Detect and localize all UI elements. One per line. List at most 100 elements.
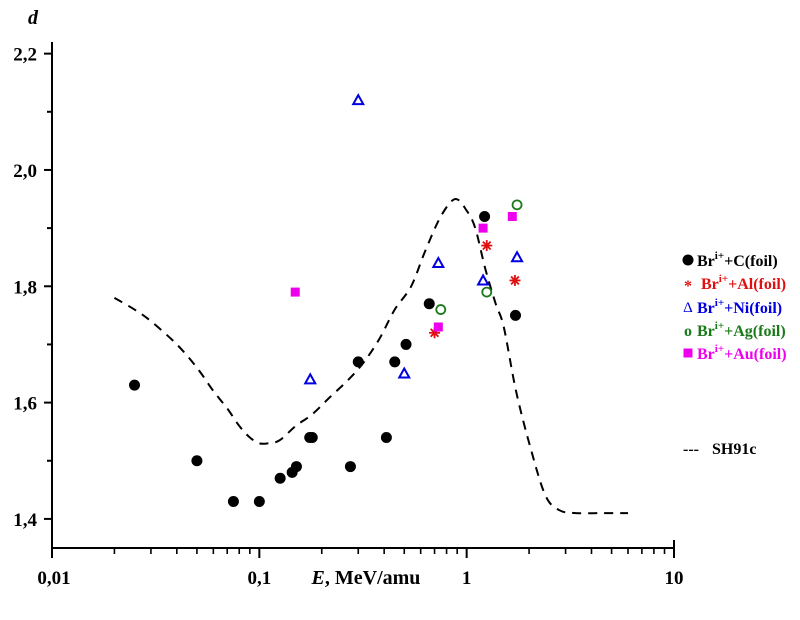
y-tick-label: 1,8 xyxy=(13,277,37,298)
legend-item-curve: --- SH91c xyxy=(683,441,756,458)
x-ticks: 0,01 0,1 1 10 xyxy=(37,548,684,589)
series-cfoil xyxy=(129,210,521,507)
legend-label: SH91c xyxy=(712,441,756,458)
legend-marker-circle-icon: o xyxy=(684,323,692,340)
marker-triangle xyxy=(397,366,411,379)
data-point xyxy=(129,379,141,391)
y-tick-label: 1,6 xyxy=(13,394,37,415)
legend-label-sup: i+ xyxy=(715,320,724,332)
legend-label: Bri++Au(foil) xyxy=(697,343,787,363)
marker-circle xyxy=(400,338,412,350)
data-point xyxy=(191,455,203,467)
marker-square xyxy=(683,348,693,358)
marker-open-circle xyxy=(481,286,493,298)
marker-triangle xyxy=(303,372,317,385)
data-point xyxy=(481,286,493,298)
marker-triangle xyxy=(431,255,446,269)
data-point xyxy=(380,431,392,443)
points-layer xyxy=(129,93,524,507)
marker-circle xyxy=(479,210,491,222)
x-axis-title-units: , MeV/amu xyxy=(325,567,421,589)
x-axis-title: E, MeV/amu xyxy=(311,567,421,589)
data-point xyxy=(507,211,517,221)
marker-circle xyxy=(380,431,392,443)
legend-label-sup: i+ xyxy=(719,273,728,285)
legend-label-suffix: +Al(foil) xyxy=(728,276,786,293)
legend-dash-icon: --- xyxy=(683,441,699,458)
data-point xyxy=(290,461,302,473)
y-tick-label: 2,2 xyxy=(13,45,37,66)
data-point xyxy=(476,273,490,286)
data-point xyxy=(509,309,521,321)
data-point xyxy=(306,431,318,443)
marker-square xyxy=(478,223,488,233)
data-point xyxy=(433,322,443,332)
legend-marker-triangle-icon: Δ xyxy=(683,300,693,316)
marker-square xyxy=(507,211,517,221)
marker-circle xyxy=(352,356,364,368)
legend-label-sup: i+ xyxy=(715,297,724,309)
legend-item: * Bri++Al(foil) xyxy=(684,273,786,295)
marker-circle xyxy=(306,431,318,443)
data-point xyxy=(352,356,364,368)
data-point xyxy=(303,372,317,385)
sh91c-curve xyxy=(113,198,629,515)
data-point xyxy=(227,495,239,507)
legend-label-prefix: Br xyxy=(697,323,715,340)
data-point xyxy=(481,240,493,252)
data-point xyxy=(351,93,365,106)
legend-label-sup: i+ xyxy=(715,343,724,355)
legend-label-sup: i+ xyxy=(715,250,724,262)
axes xyxy=(51,42,675,558)
marker-circle xyxy=(274,472,286,484)
data-point xyxy=(344,461,356,473)
x-tick-label: 10 xyxy=(665,568,684,589)
curve-layer xyxy=(113,198,629,515)
legend-label-suffix: +C(foil) xyxy=(724,253,778,270)
marker-square xyxy=(433,322,443,332)
legend-item: Δ Bri++Ni(foil) xyxy=(683,297,782,317)
marker-triangle xyxy=(476,273,490,286)
data-point xyxy=(479,210,491,222)
marker-circle xyxy=(253,495,265,507)
legend-item: Bri++Au(foil) xyxy=(683,343,787,363)
marker-circle xyxy=(423,298,435,310)
marker-star-arm xyxy=(510,275,520,285)
legend-label: Bri++C(foil) xyxy=(697,250,778,270)
marker-circle xyxy=(682,254,694,266)
data-point xyxy=(274,472,286,484)
marker-circle xyxy=(344,461,356,473)
series-aufoil xyxy=(290,211,517,332)
legend-marker-star-icon: * xyxy=(684,278,692,295)
legend-marker-icon xyxy=(682,254,694,266)
x-tick-label: 0,01 xyxy=(37,568,70,589)
marker-circle xyxy=(191,455,203,467)
series-alfoil xyxy=(429,240,521,339)
data-point xyxy=(509,274,521,286)
data-point xyxy=(510,250,524,263)
x-axis-title-variable: E xyxy=(311,567,325,589)
x-tick-label: 1 xyxy=(462,568,472,589)
data-point xyxy=(431,255,446,269)
marker-star-arm xyxy=(482,241,492,251)
legend-label: Bri++Ni(foil) xyxy=(697,297,782,317)
legend-label: Bri++Al(foil) xyxy=(701,273,786,293)
marker-open-circle xyxy=(511,199,523,211)
legend-label-prefix: Br xyxy=(701,276,719,293)
marker-circle xyxy=(389,356,401,368)
data-point xyxy=(423,298,435,310)
y-axis-title: d xyxy=(28,7,39,29)
legend-label: Bri++Ag(foil) xyxy=(697,320,786,340)
legend-item: o Bri++Ag(foil) xyxy=(684,320,786,340)
marker-circle xyxy=(290,461,302,473)
legend: Bri++C(foil)* Bri++Al(foil)Δ Bri++Ni(foil)… xyxy=(682,250,787,458)
legend-label-suffix: +Au(foil) xyxy=(724,346,786,363)
marker-circle xyxy=(509,309,521,321)
legend-label-suffix: +Ni(foil) xyxy=(724,300,782,317)
marker-circle xyxy=(227,495,239,507)
data-point xyxy=(435,304,447,315)
legend-label-prefix: Br xyxy=(697,300,715,317)
marker-circle xyxy=(129,379,141,391)
data-point xyxy=(511,199,523,211)
